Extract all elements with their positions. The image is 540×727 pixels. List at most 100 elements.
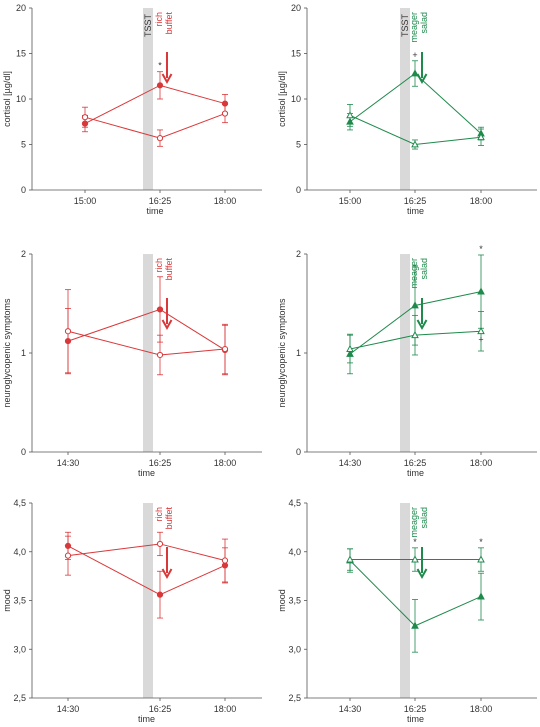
y-axis-label: cortisol [µg/dl] xyxy=(277,71,287,127)
data-point xyxy=(411,555,419,563)
data-point xyxy=(221,345,229,353)
data-point xyxy=(156,351,164,359)
y-tick-label: 5 xyxy=(296,140,301,150)
y-tick-label: 15 xyxy=(291,49,301,59)
x-tick-label: 18:00 xyxy=(470,458,493,468)
x-tick-label: 14:30 xyxy=(57,458,80,468)
x-tick-label: 18:00 xyxy=(470,704,493,714)
x-tick-label: 15:00 xyxy=(74,196,97,206)
y-tick-label: 4,0 xyxy=(288,547,301,557)
x-tick-label: 16:25 xyxy=(404,458,427,468)
meal-arrow-icon xyxy=(416,568,428,580)
x-tick-label: 18:00 xyxy=(470,196,493,206)
data-point xyxy=(156,591,164,598)
meal-label-line: rich xyxy=(154,258,164,273)
meal-label-line: meager xyxy=(409,258,419,289)
y-axis-label: cortisol [µg/dl] xyxy=(2,71,12,127)
y-axis-label: neuroglycopenic symptoms xyxy=(277,298,287,408)
chart-panel-mood-meager: 2,5 3,0 3,5 4,0 4,5 14:30 16:25 18:00 time mood me… xyxy=(277,498,537,724)
x-tick-label: 16:25 xyxy=(404,196,427,206)
data-point xyxy=(411,69,419,77)
data-point xyxy=(411,621,419,629)
data-point xyxy=(477,287,485,295)
series-line xyxy=(349,560,482,627)
data-point xyxy=(411,301,419,309)
data-point xyxy=(156,135,164,142)
x-tick-label: 18:00 xyxy=(214,196,237,206)
x-tick-label: 14:30 xyxy=(339,458,362,468)
data-point xyxy=(477,132,485,141)
y-tick-label: 4,0 xyxy=(13,547,26,557)
meal-arrow-icon xyxy=(161,568,173,580)
significance-mark: * xyxy=(479,537,483,547)
y-tick-label: 0 xyxy=(21,185,26,195)
x-axis-label: time xyxy=(146,206,163,216)
data-point xyxy=(411,140,419,148)
meal-label-line: buffet xyxy=(164,258,174,281)
y-tick-label: 5 xyxy=(21,140,26,150)
chart-panel-neuro-rich: 0 1 2 14:30 16:25 18:00 time neuroglycopenic sy… xyxy=(2,249,262,478)
significance-mark: * xyxy=(413,537,417,547)
meal-label-line: salad xyxy=(419,258,429,280)
x-tick-label: 16:25 xyxy=(404,704,427,714)
significance-mark: * xyxy=(479,244,483,254)
x-tick-label: 16:25 xyxy=(149,196,172,206)
data-point xyxy=(81,114,89,121)
tsst-label: TSST xyxy=(143,14,153,38)
y-tick-label: 3,5 xyxy=(288,596,301,606)
data-point xyxy=(477,555,485,563)
data-point xyxy=(221,110,229,117)
x-axis-label: time xyxy=(407,206,424,216)
tsst-band xyxy=(143,8,153,190)
meal-label-line: meager xyxy=(409,12,419,43)
data-point xyxy=(221,557,229,564)
data-point xyxy=(346,111,354,119)
y-axis-label: mood xyxy=(2,589,12,612)
meal-label-line: rich xyxy=(154,12,164,27)
data-point xyxy=(411,330,419,339)
y-tick-label: 3,5 xyxy=(13,596,26,606)
data-point xyxy=(64,328,72,335)
series-line xyxy=(84,113,226,139)
x-axis-label: time xyxy=(138,468,155,478)
x-axis-label: time xyxy=(407,714,424,724)
y-tick-label: 10 xyxy=(16,94,26,104)
tsst-band xyxy=(143,503,153,698)
tsst-band xyxy=(400,8,410,190)
meal-arrow-icon xyxy=(416,319,428,331)
meal-arrow-icon xyxy=(161,319,173,331)
tsst-band xyxy=(400,254,410,452)
data-point xyxy=(156,82,164,89)
meal-label-line: buffet xyxy=(164,12,174,35)
series-line xyxy=(84,84,226,125)
chart-panel-cortisol-rich: TSST 0 5 10 15 20 15:00 16:25 18:00 time cortisol … xyxy=(2,3,262,216)
y-tick-label: 15 xyxy=(16,49,26,59)
y-tick-label: 1 xyxy=(296,348,301,358)
significance-mark: + xyxy=(478,334,483,344)
y-tick-label: 3,0 xyxy=(13,644,26,654)
x-tick-label: 14:30 xyxy=(57,704,80,714)
y-tick-label: 4,5 xyxy=(13,498,26,508)
meal-label-line: meager xyxy=(409,507,419,538)
meal-arrow-icon xyxy=(161,73,173,85)
x-tick-label: 18:00 xyxy=(214,458,237,468)
data-point xyxy=(477,326,485,335)
data-point xyxy=(156,540,164,548)
y-tick-label: 1 xyxy=(21,348,26,358)
data-point xyxy=(64,552,72,559)
meal-label-line: salad xyxy=(419,12,429,34)
y-tick-label: 20 xyxy=(16,3,26,13)
x-tick-label: 16:25 xyxy=(149,458,172,468)
y-tick-label: 0 xyxy=(296,185,301,195)
meal-label-line: buffet xyxy=(164,507,174,530)
chart-panel-mood-rich: 2,5 3,0 3,5 4,0 4,5 14:30 16:25 18:00 time mood ri… xyxy=(2,498,262,724)
x-tick-label: 15:00 xyxy=(339,196,362,206)
y-tick-label: 0 xyxy=(21,447,26,457)
tsst-band xyxy=(143,254,153,452)
x-axis-label: time xyxy=(407,468,424,478)
significance-mark: * xyxy=(158,61,162,71)
data-point xyxy=(156,306,164,313)
tsst-band xyxy=(400,503,410,698)
tsst-label: TSST xyxy=(400,14,410,38)
